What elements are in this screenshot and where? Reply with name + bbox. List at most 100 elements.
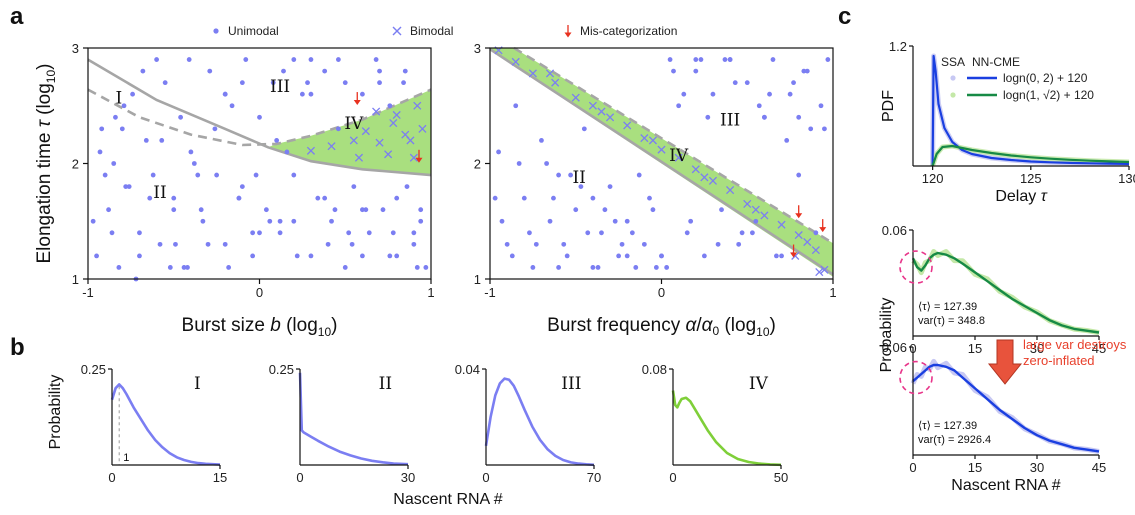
unimodal-point bbox=[492, 195, 498, 201]
unimodal-point bbox=[315, 195, 321, 201]
bimodal-point bbox=[820, 265, 829, 274]
unimodal-point bbox=[667, 57, 673, 62]
unimodal-point bbox=[222, 91, 228, 97]
legend-series-label: logn(1, √2) + 120 bbox=[1003, 88, 1094, 102]
unimodal-point bbox=[267, 218, 273, 224]
unimodal-point bbox=[595, 265, 601, 270]
unimodal-point bbox=[243, 57, 249, 62]
unimodal-point bbox=[294, 253, 300, 259]
zero-inflation-circle bbox=[899, 250, 933, 284]
panel-label-a: a bbox=[10, 3, 24, 30]
unimodal-point bbox=[332, 207, 338, 213]
unimodal-point bbox=[214, 172, 220, 178]
unimodal-point bbox=[664, 265, 670, 270]
unimodal-point bbox=[205, 241, 211, 247]
stat-annotation: var(τ) = 2926.4 bbox=[918, 434, 991, 446]
bimodal-point bbox=[794, 231, 803, 240]
stat-annotation: ⟨τ⟩ = 127.39 bbox=[918, 301, 977, 313]
unimodal-point bbox=[200, 218, 206, 224]
y-tick-label: 1 bbox=[474, 272, 481, 287]
unimodal-point bbox=[671, 68, 676, 74]
bimodal-point bbox=[605, 113, 615, 122]
unimodal-point bbox=[715, 241, 721, 247]
chart-b-II: 0.25 0 30 II bbox=[269, 362, 416, 485]
unimodal-point bbox=[349, 241, 355, 247]
x-tick-label: 1 bbox=[829, 285, 836, 300]
x-tick-label: 0 bbox=[256, 285, 263, 300]
unimodal-point bbox=[551, 195, 556, 201]
unimodal-point bbox=[106, 207, 111, 213]
unimodal-point bbox=[250, 230, 256, 236]
unimodal-point bbox=[143, 138, 149, 143]
unimodal-point bbox=[270, 80, 276, 86]
bimodal-point bbox=[640, 134, 649, 143]
x-tick-label: 0 bbox=[658, 285, 665, 300]
mode-marker-label: 1 bbox=[123, 452, 129, 464]
unimodal-point bbox=[253, 172, 259, 178]
legend-miscat-marker bbox=[564, 25, 572, 38]
bimodal-point bbox=[384, 150, 393, 159]
unimodal-point bbox=[633, 265, 639, 270]
bimodal-point-b bbox=[605, 113, 615, 122]
curve-title: II bbox=[379, 374, 392, 394]
unimodal-point bbox=[154, 57, 160, 62]
bimodal-point-b bbox=[361, 127, 370, 136]
x-axis-label: Nascent RNA # bbox=[951, 477, 1060, 494]
x-tick-label: 45 bbox=[1092, 341, 1106, 356]
x-tick-label: -1 bbox=[82, 285, 94, 300]
unimodal-point bbox=[185, 265, 190, 270]
unimodal-point bbox=[727, 57, 733, 62]
bimodal-point-b bbox=[413, 101, 422, 110]
unimodal-point bbox=[222, 241, 228, 247]
x-tick-label: 1 bbox=[427, 285, 434, 300]
bimodal-point-b bbox=[674, 153, 683, 162]
bimodal-point-b bbox=[648, 136, 657, 145]
chart-b-IV: 0.08 0 50 IV bbox=[642, 362, 789, 485]
x-tick-label: 15 bbox=[968, 460, 982, 475]
nn-line bbox=[911, 251, 1100, 334]
bimodal-point bbox=[306, 146, 316, 155]
unimodal-point bbox=[804, 68, 810, 74]
x-tick-label: 30 bbox=[401, 470, 415, 485]
bimodal-point bbox=[392, 110, 401, 120]
unimodal-point bbox=[236, 195, 242, 201]
unimodal-point bbox=[556, 265, 561, 270]
unimodal-point bbox=[360, 207, 365, 213]
bimodal-point bbox=[751, 205, 760, 214]
bimodal-point-b bbox=[401, 130, 410, 139]
bimodal-point-b bbox=[815, 268, 824, 277]
unimodal-point bbox=[739, 230, 745, 236]
x-tick-label: 125 bbox=[1020, 171, 1042, 186]
panel-label-c: c bbox=[838, 3, 851, 30]
legend-ssa-marker bbox=[950, 92, 956, 98]
x-axis-label: Burst size b (log10) bbox=[182, 315, 338, 339]
unimodal-point bbox=[116, 265, 122, 270]
unimodal-point bbox=[629, 230, 635, 236]
bimodal-point bbox=[413, 101, 422, 110]
unimodal-point bbox=[171, 207, 177, 213]
unimodal-point bbox=[119, 126, 125, 132]
unimodal-point bbox=[590, 195, 596, 201]
unimodal-point bbox=[308, 91, 314, 97]
y-tick-label: 1 bbox=[72, 272, 79, 287]
bimodal-point-b bbox=[375, 138, 384, 147]
bimodal-point bbox=[349, 136, 358, 145]
x-axis-label: Burst frequency α/α0 (log10) bbox=[547, 315, 776, 339]
bimodal-point-b bbox=[640, 134, 649, 143]
unimodal-point bbox=[363, 207, 369, 213]
unimodal-point bbox=[335, 57, 341, 62]
unimodal-point bbox=[90, 218, 96, 224]
unimodal-point bbox=[602, 207, 608, 213]
unimodal-point bbox=[705, 114, 711, 120]
unimodal-point bbox=[499, 218, 505, 224]
bimodal-point bbox=[528, 69, 537, 78]
bimodal-point-b bbox=[811, 246, 820, 255]
bimodal-point bbox=[657, 145, 666, 154]
boundary-dashed bbox=[513, 46, 834, 245]
unimodal-point bbox=[659, 253, 664, 259]
unimodal-point bbox=[527, 230, 532, 236]
unimodal-point bbox=[99, 126, 105, 132]
x-tick-label: 130 bbox=[1118, 171, 1135, 186]
unimodal-point bbox=[404, 184, 410, 190]
